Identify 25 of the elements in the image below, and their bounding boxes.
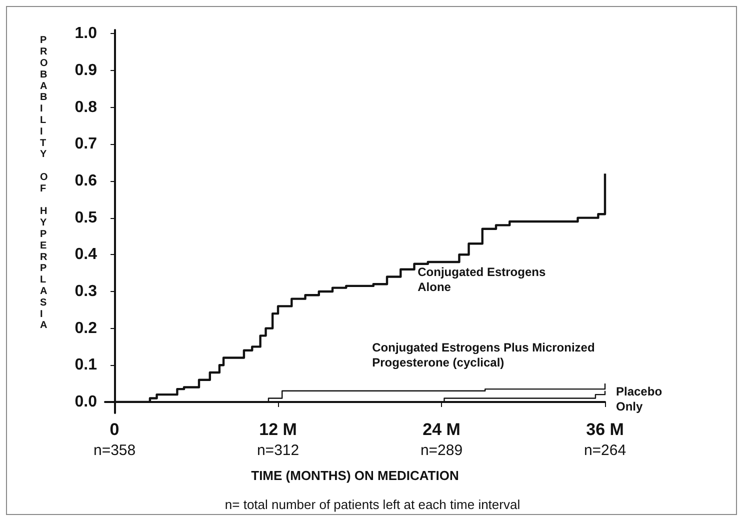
y-tick-label: 0.2 <box>74 320 98 337</box>
text: n=312 <box>256 442 300 459</box>
y-tick-label: 0.3 <box>74 282 98 300</box>
y-tick-label: 0.5 <box>74 209 98 226</box>
x-tick-label: 12 M <box>259 420 297 439</box>
y-tick-label: 1.0 <box>74 25 98 42</box>
text: n=358 <box>93 442 136 459</box>
series-label: Placebo Only <box>616 384 666 414</box>
y-tick-label: 0.0 <box>74 393 98 410</box>
x-axis-title: TIME (MONTHS) ON MEDICATION <box>251 468 459 483</box>
x-tick-label: 0 <box>110 420 120 439</box>
x-tick-label: 36 M <box>586 420 624 439</box>
text: PROBABILITY OF HYPERPLASIA <box>40 35 48 332</box>
y-tick-label: 0.1 <box>74 356 98 374</box>
y-tick-label: 0.9 <box>74 62 98 80</box>
y-tick-label: 0.8 <box>74 98 98 116</box>
y-tick-label: 0.4 <box>74 246 98 264</box>
series-label: Conjugated Estrogens Alone <box>418 264 549 294</box>
text: n=264 <box>584 442 626 459</box>
y-tick-label: 0.7 <box>74 136 98 153</box>
series-label: Conjugated Estrogens Plus Micronized Progesterone (cyclical) <box>372 340 598 370</box>
text: n=289 <box>420 442 463 459</box>
y-tick-label: 0.6 <box>74 172 98 190</box>
x-tick-label: 24 M <box>422 420 460 439</box>
text: n= total number of patients left at each time interval <box>224 497 520 512</box>
